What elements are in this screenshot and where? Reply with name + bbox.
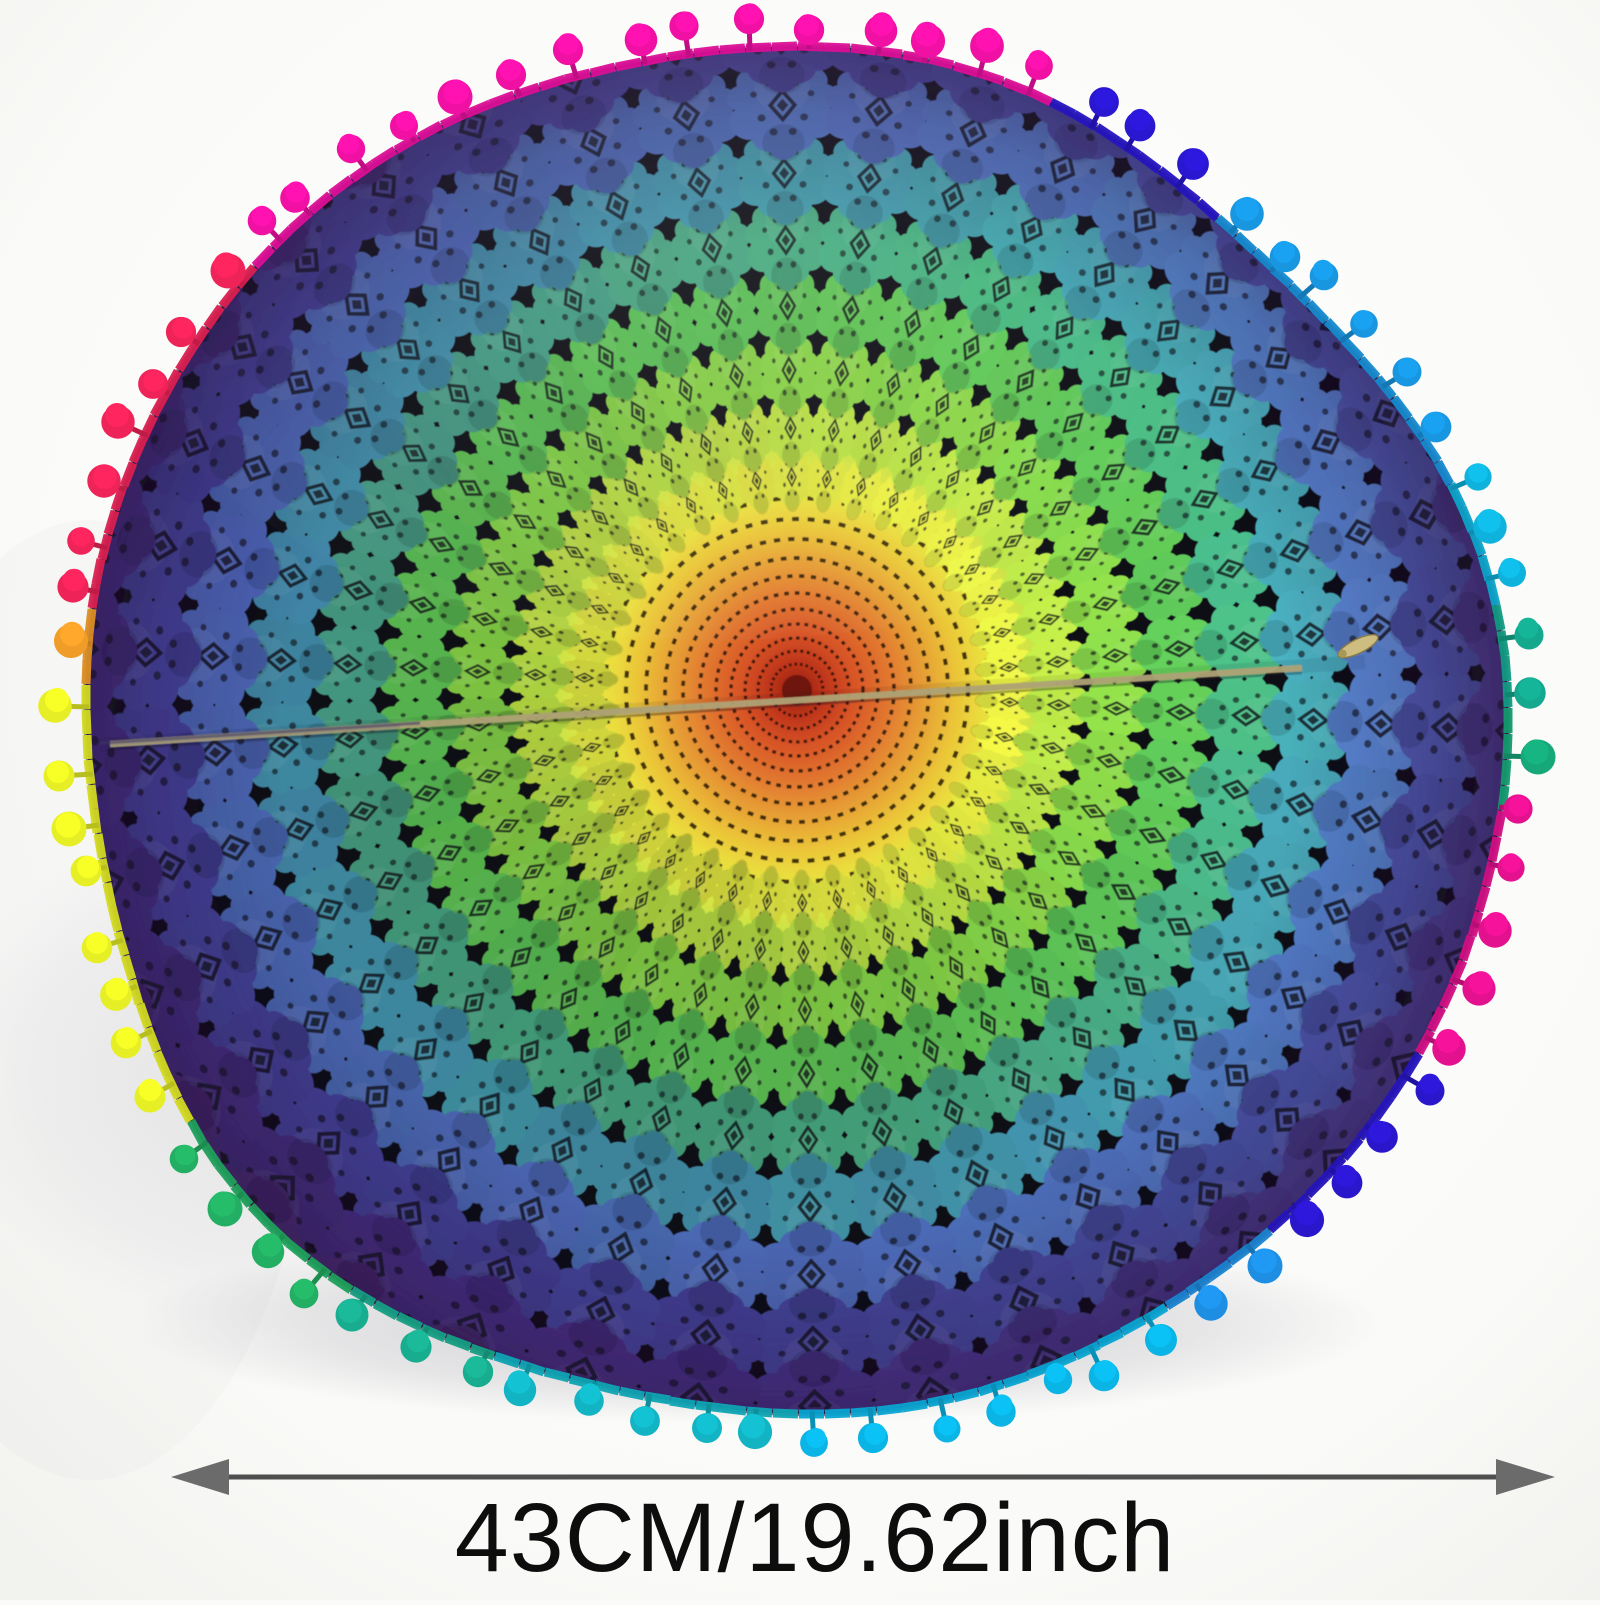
svg-text:43CM/19.62inch: 43CM/19.62inch [455, 1483, 1175, 1592]
